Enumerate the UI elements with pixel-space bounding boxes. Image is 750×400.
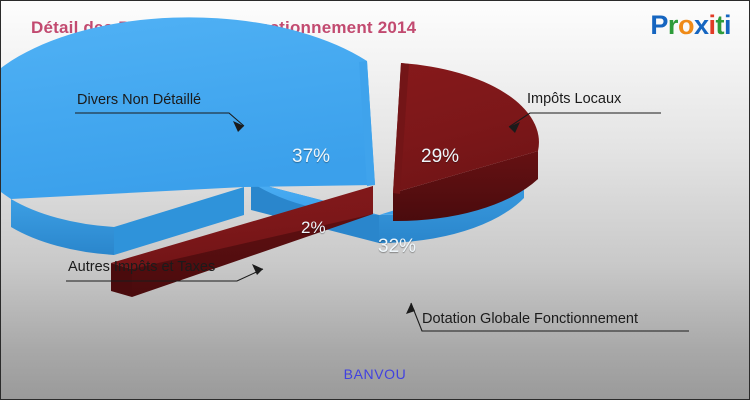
- pie-slice-divers-non-detaille[interactable]: [1, 17, 375, 255]
- pie-slice-autres-impots-et-taxes[interactable]: [111, 186, 373, 297]
- logo-letter-p: P: [650, 10, 668, 40]
- arrowhead-autres: [252, 264, 263, 275]
- callout-arrowheads: [233, 121, 520, 314]
- leader-line-impots: [508, 112, 661, 128]
- leader-line-dotation: [410, 302, 689, 332]
- logo-letter-t: t: [715, 10, 724, 40]
- callout-leader-lines: [66, 112, 689, 332]
- arrowhead-divers: [233, 121, 244, 132]
- city-name: BANVOU: [343, 366, 407, 382]
- logo-letter-i2: i: [723, 10, 732, 40]
- logo-letter-i1: i: [708, 10, 716, 40]
- leader-line-autres: [66, 268, 264, 282]
- proxiti-logo[interactable]: Proxiti: [650, 12, 731, 39]
- logo-letter-o: o: [677, 10, 695, 40]
- callout-label-dotation-globale-fonctionnement: Dotation Globale Fonctionnement: [422, 311, 639, 327]
- logo-letter-r: r: [667, 10, 679, 40]
- callout-label-impots-locaux: Impôts Locaux: [527, 91, 622, 107]
- pie-slice-impots-locaux[interactable]: [393, 63, 539, 222]
- callout-label-autres-impots-et-taxes: Autres Impôts et Taxes: [68, 259, 216, 275]
- callout-label-divers-non-detaille: Divers Non Détaillé: [77, 92, 202, 108]
- leader-line-divers: [75, 112, 245, 127]
- arrowhead-dotation: [406, 303, 415, 314]
- arrowhead-impots: [509, 122, 520, 133]
- logo-letter-x: x: [693, 10, 709, 40]
